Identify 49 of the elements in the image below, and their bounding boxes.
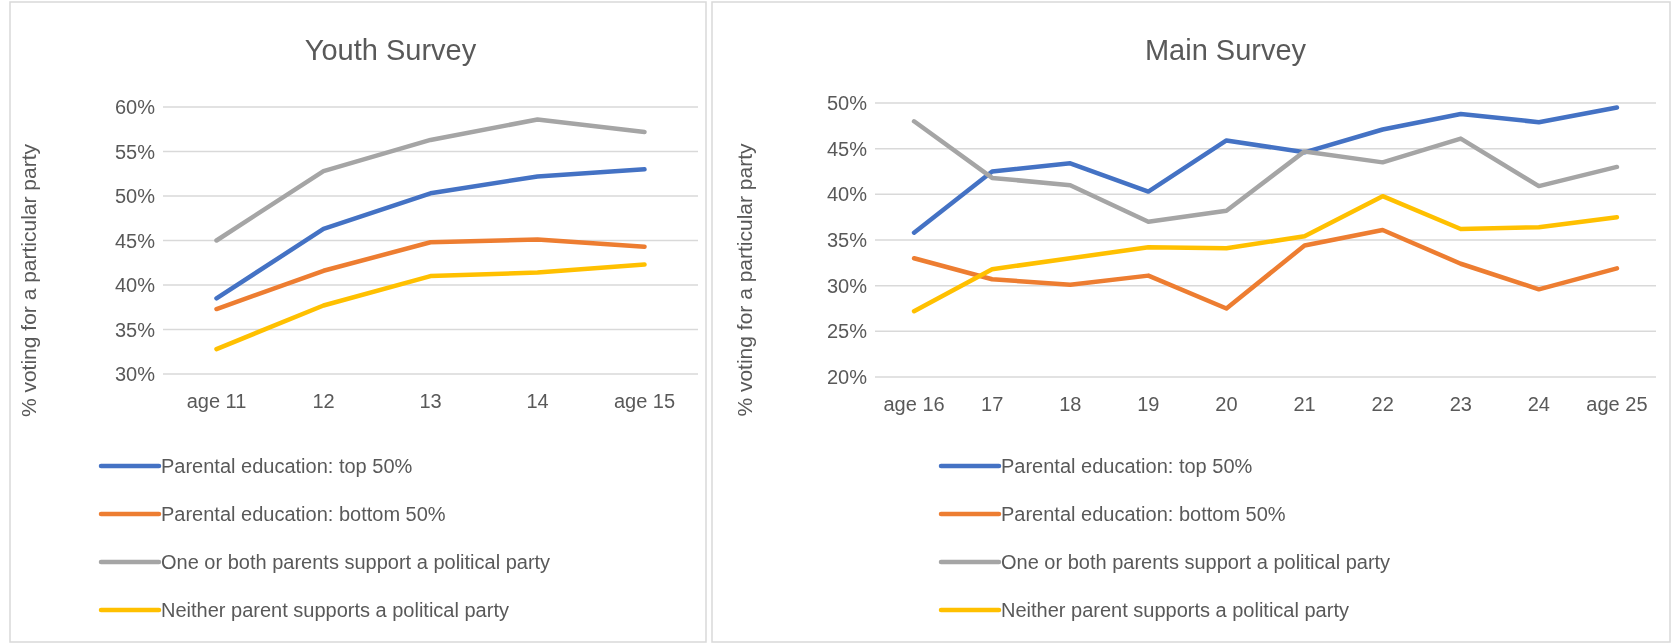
line-series [911, 119, 1620, 224]
y-tick-label: 35% [114, 318, 156, 341]
y-tick-label: 30% [826, 274, 868, 297]
chart-title: Main Survey [1144, 34, 1307, 66]
x-tick-label: age 25 [1586, 393, 1648, 415]
legend-label: Parental education: top 50% [161, 455, 413, 477]
legend-label: Parental education: bottom 50% [1001, 503, 1286, 525]
x-tick-label: 24 [1527, 393, 1550, 415]
y-tick-label: 50% [826, 92, 868, 114]
x-tick-label: 18 [1059, 393, 1082, 415]
x-tick-label: 19 [1137, 393, 1160, 415]
legend-label: One or both parents support a political party [161, 551, 551, 573]
x-tick-label: age 15 [613, 390, 676, 412]
line-series [911, 193, 1620, 314]
x-tick-label: 22 [1371, 393, 1394, 415]
y-tick-label: 45% [114, 229, 156, 252]
y-tick-label: 40% [826, 183, 868, 206]
y-tick-label: 20% [826, 366, 868, 388]
y-tick-label: 55% [114, 140, 156, 163]
x-tick-label: 23 [1449, 393, 1472, 415]
y-tick-label: 45% [826, 137, 868, 160]
y-tick-label: 50% [114, 185, 156, 207]
x-tick-label: 21 [1293, 393, 1316, 415]
y-tick-label: 40% [114, 274, 156, 296]
x-tick-label: 14 [526, 390, 549, 412]
y-axis-title: % voting for a particular party [733, 142, 756, 417]
legend-label: One or both parents support a political party [1001, 551, 1391, 573]
line-series [911, 227, 1620, 311]
line-series [214, 262, 647, 352]
x-tick-label: 12 [312, 390, 335, 412]
legend-label: Parental education: bottom 50% [161, 503, 446, 525]
x-tick-label: 13 [419, 390, 442, 412]
legend-label: Neither parent supports a political party [161, 599, 509, 621]
x-tick-label: 17 [981, 393, 1004, 415]
x-tick-label: 20 [1215, 393, 1238, 415]
line-series [214, 117, 647, 243]
line-series [911, 105, 1620, 235]
x-tick-label: age 11 [186, 390, 247, 412]
x-tick-label: age 16 [883, 393, 945, 415]
y-axis-title: % voting for a particular party [17, 143, 40, 418]
legend-label: Neither parent supports a political party [1001, 599, 1349, 621]
line-series [214, 167, 647, 301]
y-tick-label: 30% [114, 363, 156, 385]
line-series [214, 237, 647, 312]
y-tick-label: 25% [826, 320, 868, 343]
y-tick-label: 35% [826, 229, 868, 251]
chart-title: Youth Survey [304, 34, 477, 66]
legend-label: Parental education: top 50% [1001, 455, 1253, 477]
y-tick-label: 60% [114, 96, 156, 118]
